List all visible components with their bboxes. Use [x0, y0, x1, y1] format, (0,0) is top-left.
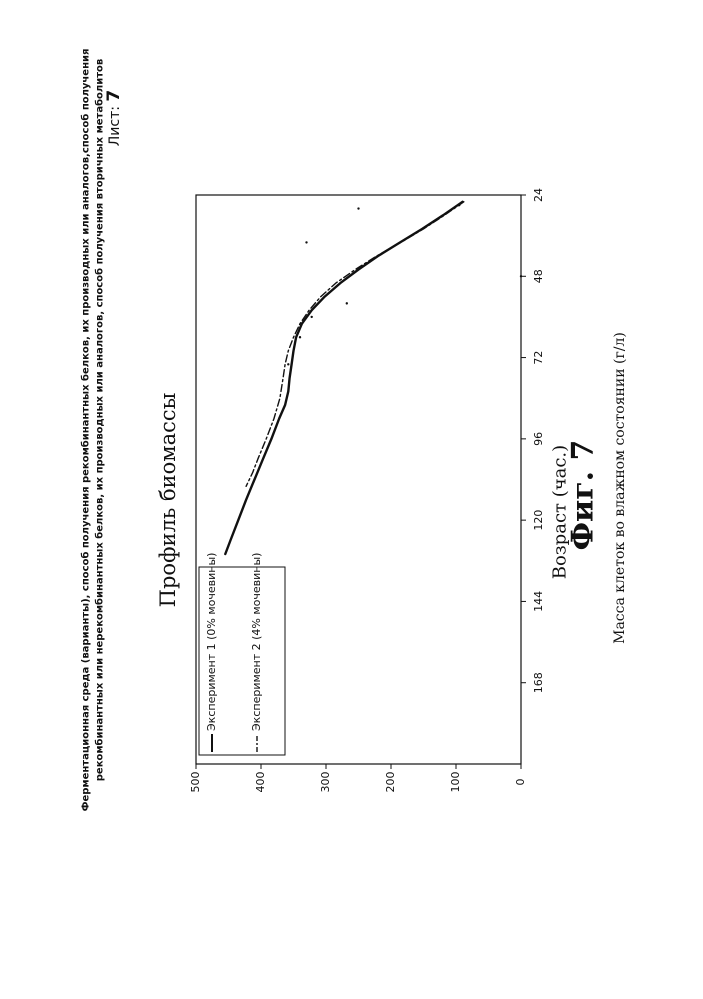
series-line-1: [225, 202, 462, 554]
y-tick-label: 500: [189, 772, 202, 793]
x-tick-label: 96: [532, 432, 545, 446]
y-tick-label: 200: [384, 772, 397, 793]
x-tick-label: 144: [532, 591, 545, 612]
y-tick-label: 0: [514, 779, 527, 786]
scatter-point: [311, 316, 313, 318]
scatter-point: [346, 302, 348, 304]
y-tick-label: 300: [319, 772, 332, 793]
scatter-point: [305, 241, 307, 243]
x-tick-label: 24: [532, 188, 545, 202]
x-tick-label: 72: [532, 351, 545, 365]
legend: Эксперимент 1 (0% мочевины) Эксперимент 2…: [199, 553, 285, 755]
legend-label-1: Эксперимент 1 (0% мочевины): [205, 553, 218, 731]
scatter-point: [287, 363, 289, 365]
y-tick-label: 400: [254, 772, 267, 793]
x-tick-label: 120: [532, 510, 545, 531]
x-tick-label: 48: [532, 269, 545, 283]
y-tick-label: 100: [449, 772, 462, 793]
scatter-point: [299, 336, 301, 338]
scatter-point: [357, 207, 359, 209]
x-tick-label: 168: [532, 672, 545, 693]
series-layer: [225, 202, 463, 554]
scatter-layer: [287, 204, 522, 366]
legend-label-2: Эксперимент 2 (4% мочевины): [250, 553, 263, 731]
series-line-2: [246, 202, 464, 487]
